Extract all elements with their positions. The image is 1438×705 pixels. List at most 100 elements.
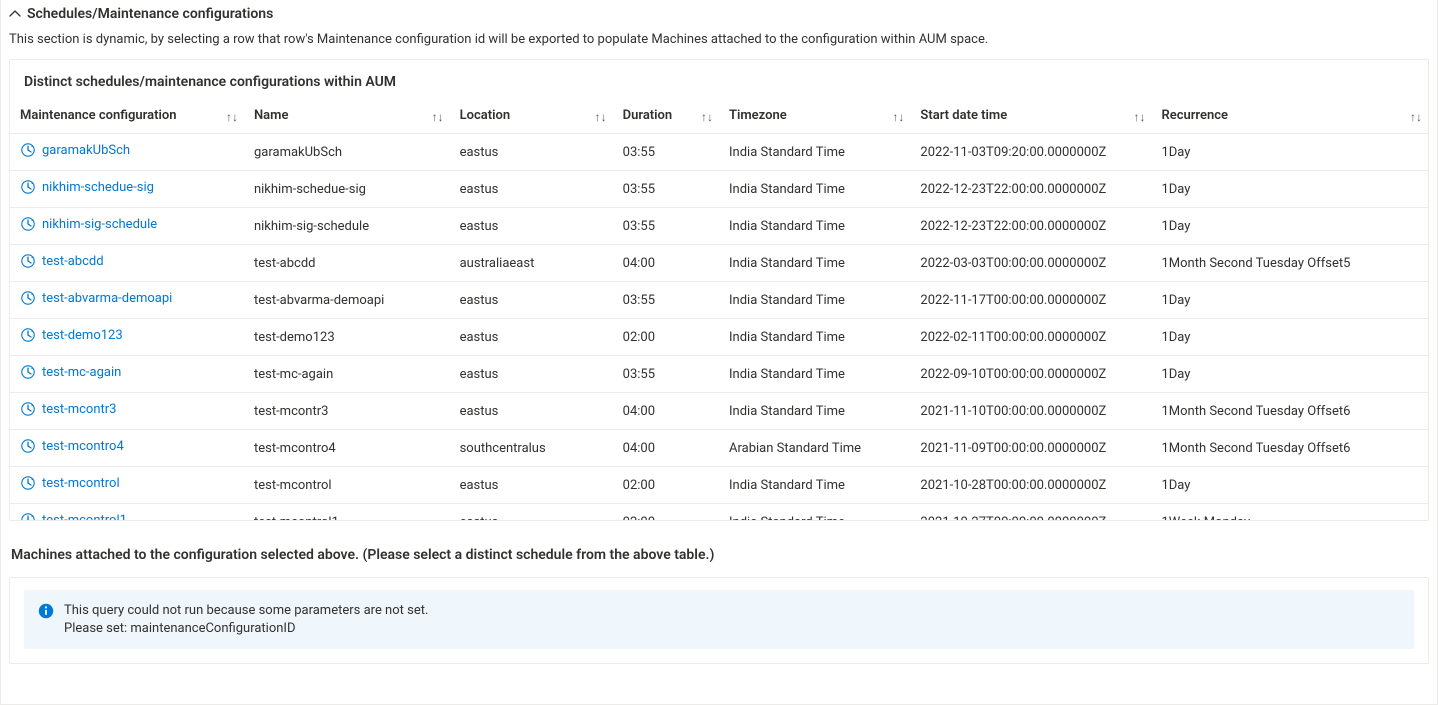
cell-location: eastus	[450, 356, 613, 393]
link-text: test-mcontrol	[42, 476, 120, 491]
maintenance-configuration-link[interactable]: test-mcontro4	[20, 438, 124, 454]
cell-location: eastus	[450, 467, 613, 504]
cell-recurrence: 1Day	[1151, 208, 1428, 245]
cell-duration: 02:00	[613, 319, 719, 356]
col-header-timezone[interactable]: Timezone↑↓	[719, 100, 910, 134]
info-line1: This query could not run because some pa…	[64, 602, 428, 620]
cell-recurrence: 1Day	[1151, 356, 1428, 393]
cell-location: eastus	[450, 282, 613, 319]
sort-icon[interactable]: ↑↓	[432, 111, 444, 123]
chevron-up-icon	[9, 8, 21, 20]
maintenance-configuration-link[interactable]: test-mcontrol	[20, 475, 120, 491]
link-text: garamakUbSch	[42, 143, 130, 158]
maintenance-configuration-link[interactable]: test-mc-again	[20, 364, 121, 380]
maintenance-config-icon	[20, 364, 36, 380]
cell-timezone: India Standard Time	[719, 319, 910, 356]
col-header-duration[interactable]: Duration↑↓	[613, 100, 719, 134]
table-row[interactable]: test-abcddtest-abcddaustraliaeast04:00In…	[10, 245, 1428, 282]
cell-start-date-time: 2021-10-27T00:00:00.0000000Z	[910, 504, 1151, 521]
cell-maintenance-configuration: test-mcontro4	[10, 430, 244, 467]
maintenance-configuration-link[interactable]: test-abvarma-demoapi	[20, 290, 172, 306]
schedules-table: Maintenance configuration↑↓ Name↑↓ Locat…	[10, 100, 1428, 520]
cell-location: eastus	[450, 319, 613, 356]
cell-recurrence: 1Week Monday	[1151, 504, 1428, 521]
maintenance-config-icon	[20, 327, 36, 343]
workbook-root: Schedules/Maintenance configurations Thi…	[0, 0, 1438, 705]
maintenance-configuration-link[interactable]: test-mcontrol1	[20, 512, 127, 520]
link-text: test-demo123	[42, 328, 123, 343]
cell-name: nikhim-schedue-sig	[244, 171, 450, 208]
cell-timezone: India Standard Time	[719, 504, 910, 521]
cell-maintenance-configuration: test-mcontrol1	[10, 504, 244, 521]
link-text: test-abcdd	[42, 254, 104, 269]
col-header-name[interactable]: Name↑↓	[244, 100, 450, 134]
cell-maintenance-configuration: garamakUbSch	[10, 134, 244, 171]
sort-icon[interactable]: ↑↓	[1410, 111, 1422, 123]
table-row[interactable]: test-abvarma-demoapitest-abvarma-demoapi…	[10, 282, 1428, 319]
schedules-table-wrap[interactable]: Maintenance configuration↑↓ Name↑↓ Locat…	[10, 100, 1428, 520]
cell-maintenance-configuration: test-abcdd	[10, 245, 244, 282]
section-header[interactable]: Schedules/Maintenance configurations	[1, 0, 1437, 26]
maintenance-configuration-link[interactable]: test-demo123	[20, 327, 123, 343]
table-row[interactable]: garamakUbSchgaramakUbScheastus03:55India…	[10, 134, 1428, 171]
cell-location: southcentralus	[450, 430, 613, 467]
cell-recurrence: 1Day	[1151, 134, 1428, 171]
cell-location: eastus	[450, 208, 613, 245]
sort-icon[interactable]: ↑↓	[595, 111, 607, 123]
cell-start-date-time: 2021-10-28T00:00:00.0000000Z	[910, 467, 1151, 504]
col-header-location[interactable]: Location↑↓	[450, 100, 613, 134]
cell-recurrence: 1Day	[1151, 282, 1428, 319]
cell-name: nikhim-sig-schedule	[244, 208, 450, 245]
cell-recurrence: 1Month Second Tuesday Offset5	[1151, 245, 1428, 282]
maintenance-config-icon	[20, 216, 36, 232]
cell-name: test-mcontr3	[244, 393, 450, 430]
section-description: This section is dynamic, by selecting a …	[9, 26, 1429, 59]
link-text: nikhim-sig-schedule	[42, 217, 157, 232]
maintenance-configuration-link[interactable]: garamakUbSch	[20, 142, 130, 158]
cell-location: eastus	[450, 134, 613, 171]
table-row[interactable]: nikhim-sig-schedulenikhim-sig-scheduleea…	[10, 208, 1428, 245]
cell-maintenance-configuration: test-demo123	[10, 319, 244, 356]
cell-timezone: India Standard Time	[719, 356, 910, 393]
table-row[interactable]: test-mcontrol1test-mcontrol1eastus02:00I…	[10, 504, 1428, 521]
cell-duration: 03:55	[613, 282, 719, 319]
table-row[interactable]: test-mcontro4test-mcontro4southcentralus…	[10, 430, 1428, 467]
cell-start-date-time: 2022-03-03T00:00:00.0000000Z	[910, 245, 1151, 282]
col-header-start-date-time[interactable]: Start date time↑↓	[910, 100, 1151, 134]
table-row[interactable]: test-demo123test-demo123eastus02:00India…	[10, 319, 1428, 356]
cell-maintenance-configuration: test-mc-again	[10, 356, 244, 393]
maintenance-configuration-link[interactable]: nikhim-schedue-sig	[20, 179, 154, 195]
maintenance-config-icon	[20, 142, 36, 158]
maintenance-configuration-link[interactable]: test-abcdd	[20, 253, 104, 269]
maintenance-configuration-link[interactable]: test-mcontr3	[20, 401, 116, 417]
cell-name: test-demo123	[244, 319, 450, 356]
sort-icon[interactable]: ↑↓	[1133, 111, 1145, 123]
cell-duration: 03:55	[613, 171, 719, 208]
sort-icon[interactable]: ↑↓	[892, 111, 904, 123]
cell-name: test-mcontrol	[244, 467, 450, 504]
link-text: test-mc-again	[42, 365, 121, 380]
cell-location: eastus	[450, 504, 613, 521]
col-header-recurrence[interactable]: Recurrence↑↓	[1151, 100, 1428, 134]
sort-icon[interactable]: ↑↓	[226, 111, 238, 123]
cell-maintenance-configuration: nikhim-sig-schedule	[10, 208, 244, 245]
table-row[interactable]: test-mc-againtest-mc-againeastus03:55Ind…	[10, 356, 1428, 393]
table-row[interactable]: test-mcontr3test-mcontr3eastus04:00India…	[10, 393, 1428, 430]
cell-duration: 02:00	[613, 467, 719, 504]
link-text: test-abvarma-demoapi	[42, 291, 172, 306]
table-row[interactable]: nikhim-schedue-signikhim-schedue-sigeast…	[10, 171, 1428, 208]
col-header-maintenance-configuration[interactable]: Maintenance configuration↑↓	[10, 100, 244, 134]
link-text: nikhim-schedue-sig	[42, 180, 154, 195]
sort-icon[interactable]: ↑↓	[701, 111, 713, 123]
info-line2: Please set: maintenanceConfigurationID	[64, 620, 428, 638]
cell-name: test-mcontrol1	[244, 504, 450, 521]
link-text: test-mcontro4	[42, 439, 124, 454]
maintenance-config-icon	[20, 253, 36, 269]
cell-name: garamakUbSch	[244, 134, 450, 171]
cell-recurrence: 1Month Second Tuesday Offset6	[1151, 393, 1428, 430]
cell-timezone: India Standard Time	[719, 467, 910, 504]
maintenance-configuration-link[interactable]: nikhim-sig-schedule	[20, 216, 157, 232]
cell-recurrence: 1Day	[1151, 467, 1428, 504]
cell-timezone: India Standard Time	[719, 282, 910, 319]
table-row[interactable]: test-mcontroltest-mcontroleastus02:00Ind…	[10, 467, 1428, 504]
